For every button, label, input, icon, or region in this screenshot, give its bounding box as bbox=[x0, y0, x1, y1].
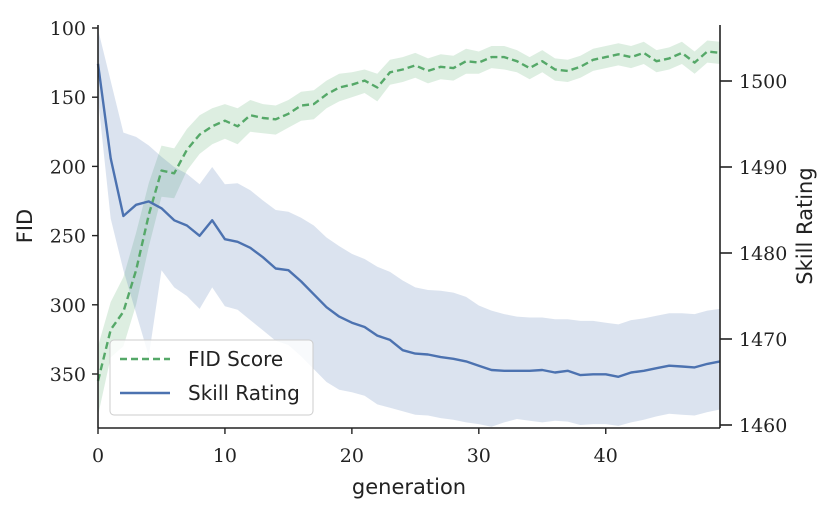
x-tick-label: 40 bbox=[594, 445, 618, 467]
x-tick-label: 20 bbox=[340, 445, 364, 467]
line-fid-score bbox=[96, 50, 721, 382]
legend-label-skill-rating: Skill Rating bbox=[188, 381, 300, 405]
y-axis-label-right: Skill Rating bbox=[793, 167, 817, 284]
legend: FID Score Skill Rating bbox=[109, 339, 314, 416]
x-axis-label: generation bbox=[352, 475, 466, 499]
band-skill-rating bbox=[98, 29, 720, 427]
x-tick-label: 0 bbox=[92, 445, 104, 467]
legend-box bbox=[109, 339, 314, 416]
y-left-tick-label: 200 bbox=[50, 156, 86, 178]
y-left-tick-label: 250 bbox=[50, 226, 86, 248]
legend-label-fid-score: FID Score bbox=[188, 347, 283, 371]
x-tick-label: 10 bbox=[213, 445, 237, 467]
y-axis-label-left: FID bbox=[13, 209, 37, 243]
axis-ticks: 0 10 20 30 40 100 150 200 250 300 350 1460 1470 1480 1… bbox=[50, 18, 788, 467]
y-left-tick-label: 300 bbox=[50, 295, 86, 317]
confidence-bands bbox=[98, 29, 720, 427]
y-left-tick-label: 100 bbox=[50, 18, 86, 40]
series-lines bbox=[96, 50, 721, 382]
y-left-tick-label: 150 bbox=[50, 87, 86, 109]
y-left-tick-label: 350 bbox=[50, 364, 86, 386]
y-right-tick-label: 1500 bbox=[739, 71, 787, 93]
y-right-tick-label: 1490 bbox=[739, 157, 787, 179]
y-right-tick-label: 1480 bbox=[739, 243, 787, 265]
line-skill-rating bbox=[96, 63, 721, 378]
y-right-tick-label: 1470 bbox=[739, 329, 787, 351]
y-right-tick-label: 1460 bbox=[739, 415, 787, 437]
x-tick-label: 30 bbox=[467, 445, 491, 467]
